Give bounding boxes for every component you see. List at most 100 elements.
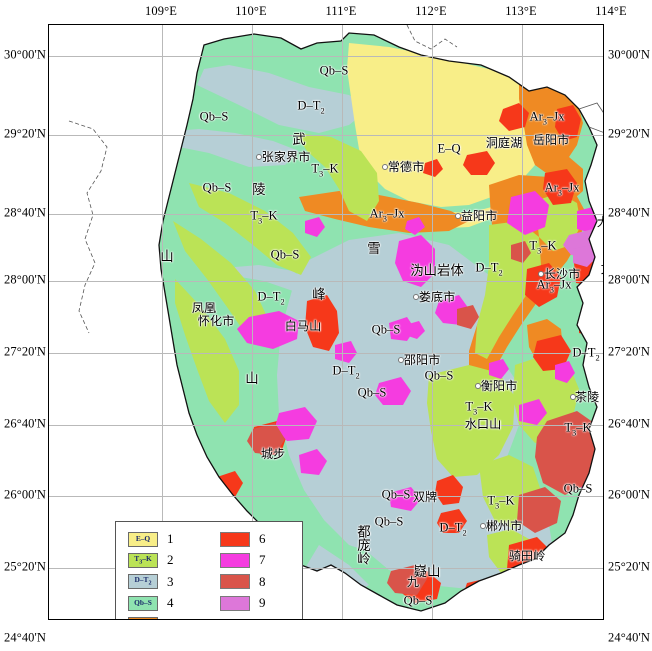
latitude-tick-label-right: 28°00'N [608,273,650,288]
geologic-unit-label: Qb–S [382,488,411,503]
legend-item: D–T23 [128,574,174,590]
latitude-tick-label-left: 28°00'N [4,273,46,288]
geologic-unit-label: T3–K [529,239,556,256]
geologic-unit-label: Qb–S [200,110,229,125]
map-canvas: Qb–SQb–SD–T2Qb–ST3–KT3–KE–QAr3–JxAr3–JxA… [49,25,603,619]
mountain-range-label: 都庞岭 [351,525,371,565]
legend-item: T3–K 2 [128,552,174,568]
legend-item: 9 [220,595,266,611]
geologic-unit-label: Qb–S [271,248,300,263]
longitude-tick-label: 109°E [145,4,177,19]
latitude-tick-label-right: 30°00'N [608,48,650,63]
place-name-label: 益阳市 [461,206,498,224]
scale-bar-text: 0 20 40 60km [201,617,297,620]
graticule-parallel [49,425,603,426]
place-name-label: 岳阳市 [533,130,570,148]
mountain-range-label: 山 [245,367,258,387]
place-name-label: 洞庭湖 [486,133,523,151]
legend-swatch [220,574,250,589]
legend-item: Ar3–Jx5 [128,617,174,620]
legend-item-number: 1 [167,531,174,547]
legend-swatch-text: D–T2 [134,576,151,587]
legend-item-number: 7 [259,552,266,568]
geologic-unit-label: Qb–S [404,594,433,609]
legend-swatch-text: Ar3–Jx [132,619,155,620]
scale-bar: 0 20 40 60km [201,617,297,620]
geologic-unit-label: T3–K [250,209,277,226]
geologic-unit-label: Qb–S [358,386,387,401]
geological-map-figure: 109°E110°E111°E112°E113°E114°E 30°00'N29… [0,0,652,651]
legend-item-number: 8 [259,574,266,590]
geologic-unit-label: T3–K [311,162,338,179]
legend-item-number: 9 [259,595,266,611]
geologic-unit-label: D–T2 [475,261,502,278]
legend-item-number: 6 [259,531,266,547]
latitude-tick-label-right: 29°20'N [608,127,650,142]
place-name-label: 张家界市 [262,147,311,165]
place-name-label: 茶陵 [575,387,599,405]
longitude-tick-label: 113°E [505,4,536,19]
legend-swatch-text: T3–K [134,555,151,566]
latitude-tick-label-left: 24°40'N [4,631,46,646]
geologic-unit-label: Qb–S [425,369,454,384]
place-name-label: 水口山 [465,414,502,432]
place-name-label: 文家市 [601,259,604,277]
geologic-unit-label: D–T2 [439,521,466,538]
latitude-tick-label-right: 27°20'N [608,345,650,360]
geologic-unit-label: Qb–S [375,515,404,530]
legend-item: Qb–S 4 [128,595,174,611]
geologic-unit-label: T3–K [564,421,591,438]
legend-swatch [220,532,250,547]
latitude-tick-label-left: 29°20'N [4,127,46,142]
legend-item: 6 [220,531,266,547]
map-legend: E–Q 1 T3–K 2 D–T23 Qb–S 4 Ar3–Jx5 6 7 8 9 [115,521,303,620]
place-name-label: 娄底市 [419,287,456,305]
legend-swatch: D–T2 [128,574,158,589]
legend-swatch: Ar3–Jx [128,617,158,620]
geologic-unit-label: Qb–S [372,323,401,338]
mountain-range-label: 雪 [367,237,380,257]
legend-item-number: 4 [167,595,174,611]
latitude-tick-label-left: 27°20'N [4,345,46,360]
longitude-tick-label: 114°E [595,4,626,19]
latitude-tick-label-right: 28°40'N [608,206,650,221]
mountain-range-label: 沩山岩体 [410,259,464,279]
graticule-meridian [342,25,343,619]
latitude-tick-label-left: 26°00'N [4,488,46,503]
map-plot-area: Qb–SQb–SD–T2Qb–ST3–KT3–KE–QAr3–JxAr3–JxA… [48,24,604,620]
graticule-parallel [49,496,603,497]
legend-item-number: 2 [167,552,174,568]
legend-swatch: E–Q [128,532,158,547]
legend-swatch [220,596,250,611]
place-name-label: 双牌 [413,487,437,505]
mountain-range-label: 嶷山 [414,560,441,580]
latitude-tick-label-left: 28°40'N [4,206,46,221]
legend-item: 7 [220,552,266,568]
city-marker-dot [570,394,576,400]
graticule-meridian [432,25,433,619]
geologic-unit-label: D–T2 [332,364,359,381]
geologic-unit-label: D–T2 [257,290,284,307]
place-name-label: 常德市 [388,157,425,175]
latitude-tick-label-left: 25°20'N [4,560,46,575]
place-name-label: 大围山 [597,212,604,230]
latitude-tick-label-right: 25°20'N [608,560,650,575]
latitude-tick-label-right: 26°40'N [608,417,650,432]
geologic-unit-label: E–Q [437,142,460,157]
geologic-unit-label: D–T2 [572,346,599,363]
geologic-unit-label: Qb–S [320,64,349,79]
latitude-tick-label-left: 26°40'N [4,417,46,432]
graticule-parallel [49,56,603,57]
mountain-range-label: 陵 [252,178,265,198]
place-name-label: 白马山 [285,316,322,334]
geologic-unit-label: Ar3–Jx [530,110,565,127]
place-name-label: 郴州市 [486,516,523,534]
legend-swatch-text: Qb–S [134,599,152,606]
legend-item: 8 [220,574,266,590]
geologic-unit-label: T3–K [487,494,514,511]
latitude-tick-label-left: 30°00'N [4,48,46,63]
mountain-range-label: 武 [292,128,305,148]
geologic-unit-label: Ar3–Jx [545,181,580,198]
place-name-label: 长沙市 [544,264,581,282]
graticule-parallel [49,214,603,215]
